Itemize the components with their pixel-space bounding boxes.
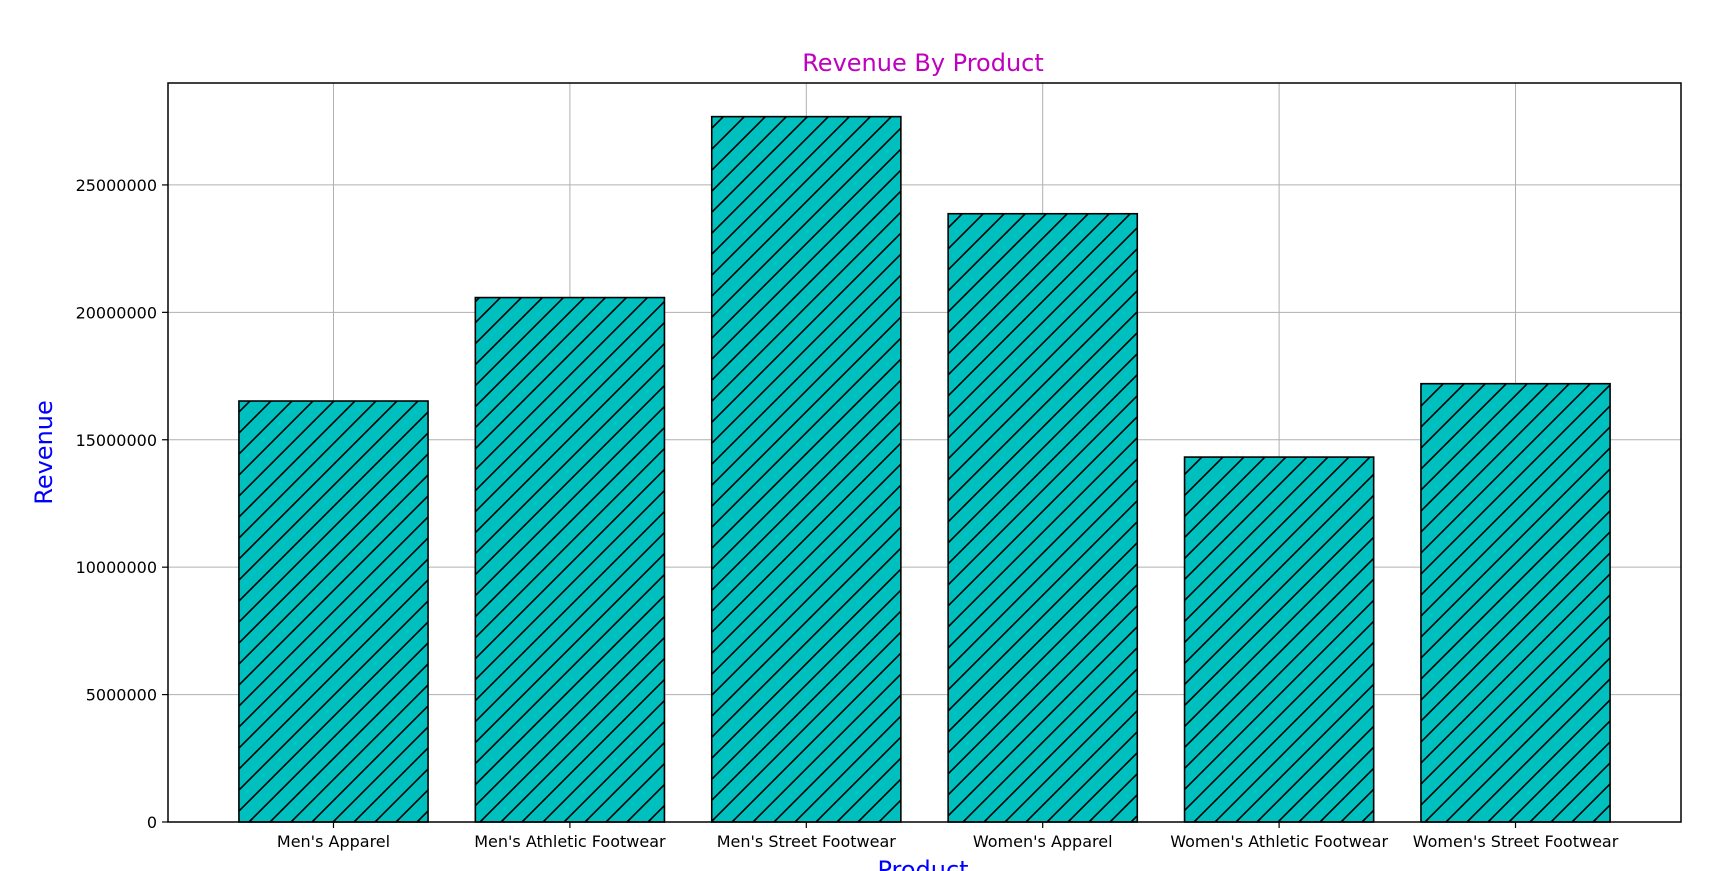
bar-hatch — [1183, 456, 1375, 823]
y-tick-label: 5000000 — [86, 686, 157, 705]
x-tick-label: Men's Apparel — [277, 832, 390, 851]
y-tick-label: 0 — [147, 813, 157, 832]
plot-frame — [167, 82, 1682, 823]
bars — [238, 115, 1611, 823]
y-axis-label: Revenue — [30, 400, 58, 505]
y-tick-label: 10000000 — [76, 558, 157, 577]
bar-hatch — [1420, 382, 1611, 823]
x-axis-ticks: Men's Apparel Men's Athletic Footwear Men'… — [277, 822, 1619, 851]
bar-hatch — [474, 296, 666, 823]
chart-title: Revenue By Product — [802, 49, 1044, 77]
x-tick-label: Women's Apparel — [973, 832, 1113, 851]
y-tick-label: 20000000 — [76, 303, 157, 322]
y-axis-ticks: 0 5000000 10000000 15000000 20000000 25000000 — [76, 176, 168, 832]
bar-hatch — [710, 115, 902, 823]
x-tick-label: Women's Athletic Footwear — [1170, 832, 1388, 851]
x-tick-label: Men's Street Footwear — [717, 832, 897, 851]
y-tick-label: 25000000 — [76, 176, 157, 195]
bar-hatch — [947, 212, 1139, 823]
x-tick-label: Men's Athletic Footwear — [474, 832, 666, 851]
x-axis-label: Product — [877, 856, 968, 871]
x-tick-label: Women's Street Footwear — [1413, 832, 1619, 851]
y-tick-label: 15000000 — [76, 431, 157, 450]
bar-hatch — [238, 400, 429, 823]
